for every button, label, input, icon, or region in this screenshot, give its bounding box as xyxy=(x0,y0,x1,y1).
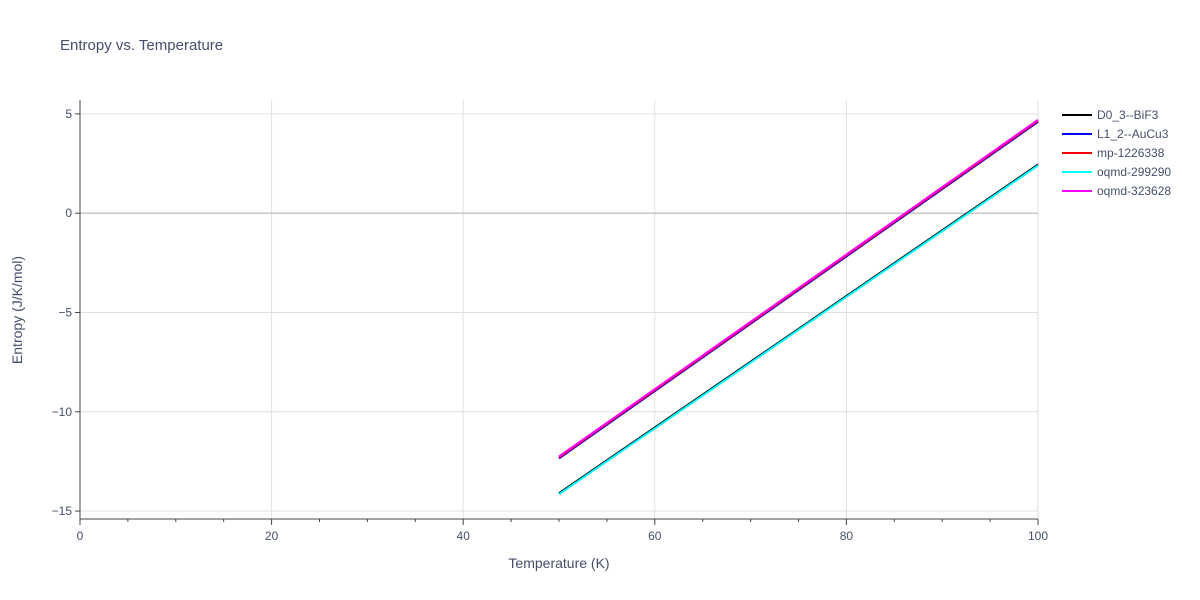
legend-label: oqmd-299290 xyxy=(1097,165,1171,179)
x-tick-label: 60 xyxy=(648,529,662,543)
x-tick-label: 40 xyxy=(457,529,471,543)
grid-layer xyxy=(80,100,1039,519)
legend-item[interactable]: L1_2--AuCu3 xyxy=(1062,127,1169,141)
legend-item[interactable]: D0_3--BiF3 xyxy=(1062,108,1159,122)
x-tick-label: 100 xyxy=(1028,529,1048,543)
x-tick-label: 80 xyxy=(840,529,854,543)
series-layer xyxy=(558,119,1039,496)
x-axis-title: Temperature (K) xyxy=(508,555,609,571)
series-line-4 xyxy=(558,119,1039,458)
legend-label: mp-1226338 xyxy=(1097,146,1165,160)
legend-label: D0_3--BiF3 xyxy=(1097,108,1159,122)
y-tick-label: 0 xyxy=(65,206,72,220)
series-line-3 xyxy=(558,164,1039,496)
axes-layer: 0 20 40 60 80 100 5 0 −5 −10 −15 xyxy=(52,100,1048,543)
legend-item[interactable]: oqmd-323628 xyxy=(1062,184,1171,198)
legend-item[interactable]: oqmd-299290 xyxy=(1062,165,1171,179)
x-tick-label: 0 xyxy=(77,529,84,543)
y-axis-title: Entropy (J/K/mol) xyxy=(9,256,25,364)
legend-item[interactable]: mp-1226338 xyxy=(1062,146,1165,160)
legend[interactable]: D0_3--BiF3 L1_2--AuCu3 mp-1226338 oqmd-2992… xyxy=(1062,108,1171,198)
x-tick-label: 20 xyxy=(265,529,279,543)
y-tick-label: −10 xyxy=(52,405,73,419)
legend-label: L1_2--AuCu3 xyxy=(1097,127,1169,141)
y-tick-label: 5 xyxy=(65,107,72,121)
y-tick-label: −15 xyxy=(52,504,73,518)
chart-title: Entropy vs. Temperature xyxy=(60,37,223,54)
legend-label: oqmd-323628 xyxy=(1097,184,1171,198)
y-tick-label: −5 xyxy=(58,305,72,319)
